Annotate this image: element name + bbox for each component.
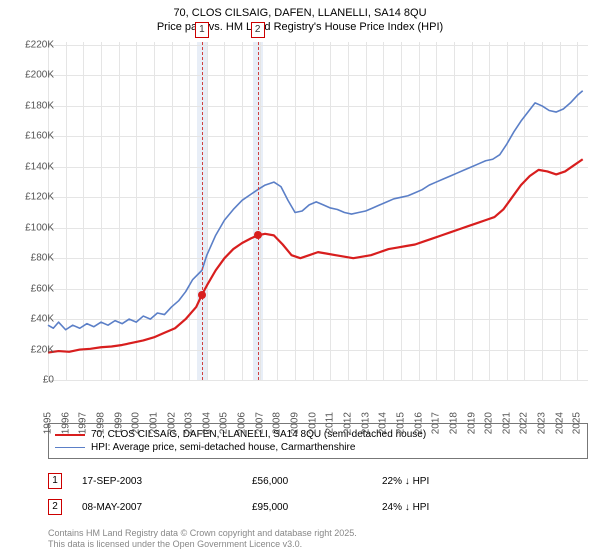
x-axis-label: 2012 [343,412,354,434]
event-marker: 1 [195,22,209,38]
table-row: 2 08-MAY-2007 £95,000 24% ↓ HPI [48,494,588,520]
y-axis-label: £140K [14,161,54,172]
transaction-table: 1 17-SEP-2003 £56,000 22% ↓ HPI 2 08-MAY… [48,468,588,520]
sale-dot [198,291,206,299]
x-axis-label: 2023 [537,412,548,434]
y-axis-label: £220K [14,40,54,51]
y-axis-label: £200K [14,70,54,81]
x-axis-label: 2004 [201,412,212,434]
x-axis-label: 1995 [43,412,54,434]
title-block: 70, CLOS CILSAIG, DAFEN, LLANELLI, SA14 … [0,0,600,35]
chart-svg [48,42,588,380]
y-axis-label: £80K [14,253,54,264]
tx-date: 17-SEP-2003 [82,476,232,487]
x-axis-label: 2022 [519,412,530,434]
sale-dot [254,231,262,239]
x-axis-label: 1996 [60,412,71,434]
y-axis-label: £40K [14,314,54,325]
footer: Contains HM Land Registry data © Crown c… [48,528,357,551]
legend-label: HPI: Average price, semi-detached house,… [91,442,355,453]
x-axis-label: 2009 [290,412,301,434]
footer-line-2: This data is licensed under the Open Gov… [48,539,357,550]
grid-line-h [48,380,588,381]
title-line-1: 70, CLOS CILSAIG, DAFEN, LLANELLI, SA14 … [0,6,600,20]
y-axis-label: £120K [14,192,54,203]
x-axis-label: 2013 [360,412,371,434]
x-axis-label: 2006 [237,412,248,434]
x-axis-label: 2002 [166,412,177,434]
y-axis-label: £160K [14,131,54,142]
chart-container: 70, CLOS CILSAIG, DAFEN, LLANELLI, SA14 … [0,0,600,560]
x-axis-label: 2019 [466,412,477,434]
tx-marker: 1 [48,473,62,489]
x-axis-label: 2011 [325,412,336,434]
x-axis-label: 2025 [572,412,583,434]
y-axis-label: £0 [14,375,54,386]
x-axis-label: 2010 [307,412,318,434]
legend-swatch [55,447,85,448]
x-axis-label: 2003 [184,412,195,434]
event-line [202,42,203,380]
x-axis-label: 2024 [554,412,565,434]
tx-diff: 22% ↓ HPI [382,476,502,487]
table-row: 1 17-SEP-2003 £56,000 22% ↓ HPI [48,468,588,494]
event-line [258,42,259,380]
tx-date: 08-MAY-2007 [82,502,232,513]
x-axis-label: 2014 [378,412,389,434]
tx-marker: 2 [48,499,62,515]
x-axis-label: 2017 [431,412,442,434]
x-axis-label: 2007 [254,412,265,434]
tx-diff: 24% ↓ HPI [382,502,502,513]
x-axis-label: 2005 [219,412,230,434]
y-axis-label: £20K [14,344,54,355]
x-axis-label: 1997 [78,412,89,434]
x-axis-label: 2018 [448,412,459,434]
tx-price: £56,000 [252,476,362,487]
x-axis-label: 2001 [148,412,159,434]
x-axis-label: 2008 [272,412,283,434]
y-axis-label: £180K [14,100,54,111]
x-axis-label: 2000 [131,412,142,434]
title-line-2: Price paid vs. HM Land Registry's House … [0,20,600,34]
y-axis-label: £60K [14,283,54,294]
x-axis-label: 1999 [113,412,124,434]
x-axis-label: 2020 [484,412,495,434]
x-axis-label: 1998 [95,412,106,434]
legend-entry: HPI: Average price, semi-detached house,… [55,441,581,454]
x-axis-label: 2015 [395,412,406,434]
y-axis-label: £100K [14,222,54,233]
x-axis-label: 2021 [501,412,512,434]
event-marker: 2 [251,22,265,38]
x-axis-label: 2016 [413,412,424,434]
series-line [48,159,583,352]
footer-line-1: Contains HM Land Registry data © Crown c… [48,528,357,539]
tx-price: £95,000 [252,502,362,513]
chart-area: 12 [48,42,588,381]
